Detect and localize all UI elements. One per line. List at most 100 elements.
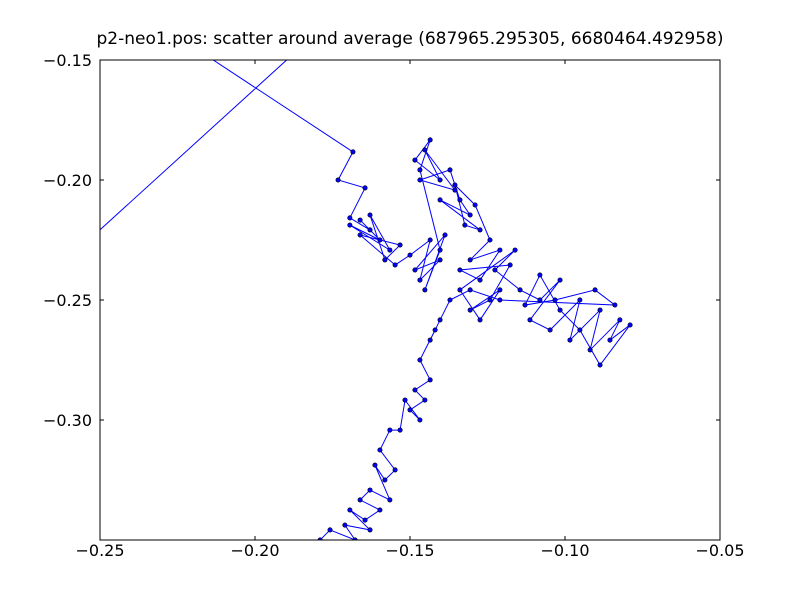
data-point xyxy=(367,487,373,493)
data-point xyxy=(507,262,513,268)
y-tick-label: −0.25 xyxy=(43,291,92,310)
data-point xyxy=(517,287,523,293)
data-point xyxy=(422,397,428,403)
data-point xyxy=(457,267,463,273)
data-point xyxy=(437,257,443,263)
data-point xyxy=(577,297,583,303)
x-tick-label: −0.25 xyxy=(75,541,124,560)
data-point xyxy=(437,197,443,203)
data-point xyxy=(367,212,373,218)
data-point xyxy=(412,157,418,163)
data-point xyxy=(612,302,618,308)
data-point xyxy=(377,507,383,513)
y-tick-label: −0.15 xyxy=(43,51,92,70)
data-point xyxy=(357,497,363,503)
data-point xyxy=(597,307,603,313)
data-point xyxy=(397,242,403,248)
data-point xyxy=(487,237,493,243)
data-point xyxy=(347,222,353,228)
data-point xyxy=(522,302,528,308)
data-point xyxy=(427,237,433,243)
data-point xyxy=(392,262,398,268)
data-point xyxy=(377,237,383,243)
data-point xyxy=(412,267,418,273)
data-point xyxy=(497,247,503,253)
data-point xyxy=(427,377,433,383)
data-point xyxy=(557,307,563,313)
data-point xyxy=(407,407,413,413)
data-point xyxy=(597,362,603,368)
x-tick-label: −0.10 xyxy=(540,541,589,560)
data-point xyxy=(437,317,443,323)
data-point xyxy=(342,522,348,528)
data-point xyxy=(577,327,583,333)
data-point xyxy=(452,187,458,193)
data-point xyxy=(412,387,418,393)
x-tick-label: −0.15 xyxy=(385,541,434,560)
data-point xyxy=(437,177,443,183)
data-point xyxy=(335,177,341,183)
data-point xyxy=(617,317,623,323)
data-point xyxy=(417,417,423,423)
y-tick-label: −0.30 xyxy=(43,411,92,430)
data-point xyxy=(387,247,393,253)
data-point xyxy=(472,202,478,208)
data-point xyxy=(537,297,543,303)
data-point xyxy=(427,337,433,343)
data-point xyxy=(367,527,373,533)
data-point xyxy=(537,272,543,278)
data-point xyxy=(447,297,453,303)
x-tick-label: −0.20 xyxy=(230,541,279,560)
data-point xyxy=(552,297,558,303)
data-point xyxy=(467,257,473,263)
data-point xyxy=(457,287,463,293)
data-point xyxy=(350,149,356,155)
data-point xyxy=(357,217,363,223)
data-point xyxy=(362,185,368,191)
data-point xyxy=(477,227,483,233)
data-point xyxy=(477,317,483,323)
data-point xyxy=(477,277,483,283)
data-point xyxy=(417,167,423,173)
data-point xyxy=(547,327,553,333)
data-point xyxy=(442,232,448,238)
data-point xyxy=(467,287,473,293)
data-point xyxy=(447,167,453,173)
data-point xyxy=(347,215,353,221)
data-point xyxy=(512,247,518,253)
data-point xyxy=(392,467,398,473)
data-point xyxy=(417,177,423,183)
data-point xyxy=(387,427,393,433)
data-point xyxy=(427,137,433,143)
data-point xyxy=(402,397,408,403)
data-point xyxy=(432,327,438,333)
data-point xyxy=(437,247,443,253)
data-point xyxy=(382,257,388,263)
data-point xyxy=(452,182,458,188)
data-point xyxy=(417,357,423,363)
data-point xyxy=(567,337,573,343)
data-point xyxy=(422,147,428,153)
data-point xyxy=(467,212,473,218)
data-point xyxy=(417,277,423,283)
data-point xyxy=(357,232,363,238)
data-point xyxy=(387,497,393,503)
data-line xyxy=(100,60,631,540)
data-point xyxy=(467,307,473,313)
data-point xyxy=(347,507,353,513)
data-point xyxy=(457,197,463,203)
data-point xyxy=(422,287,428,293)
data-point xyxy=(462,222,468,228)
data-point xyxy=(367,227,373,233)
data-point xyxy=(377,447,383,453)
data-point xyxy=(607,337,613,343)
data-point xyxy=(557,277,563,283)
data-point xyxy=(487,297,493,303)
data-point xyxy=(497,287,503,293)
data-point xyxy=(327,527,333,533)
data-point xyxy=(592,287,598,293)
data-point xyxy=(527,317,533,323)
data-point xyxy=(397,427,403,433)
